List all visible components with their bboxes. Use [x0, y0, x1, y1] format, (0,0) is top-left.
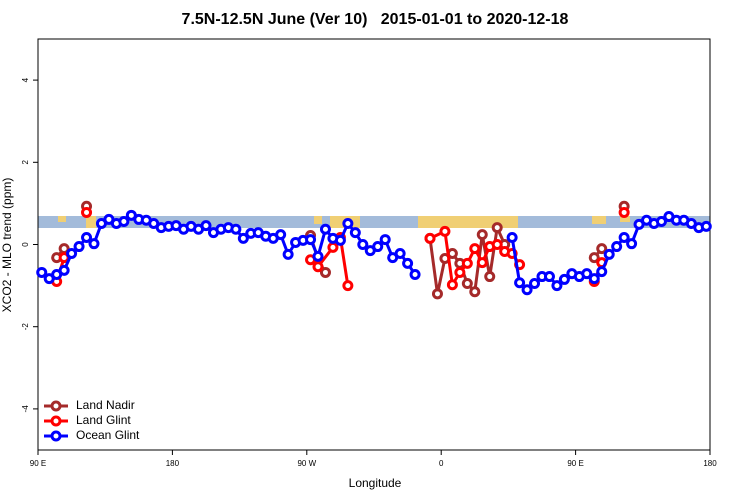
x-tick-label: 90 W	[297, 459, 316, 468]
data-point	[305, 234, 317, 246]
x-tick-label: 180	[166, 459, 180, 468]
data-point	[700, 220, 712, 232]
data-point	[506, 232, 518, 244]
data-point	[484, 271, 496, 283]
data-point	[618, 232, 630, 244]
legend-marker	[50, 430, 62, 442]
data-point	[357, 239, 369, 250]
data-point	[626, 238, 638, 250]
data-point	[551, 280, 563, 292]
data-point	[588, 273, 600, 285]
legend-marker	[50, 400, 62, 412]
chart-title: 7.5N-12.5N June (Ver 10) 2015-01-01 to 2…	[182, 11, 569, 28]
data-point	[618, 206, 630, 218]
y-axis-label: XCO2 - MLO trend (ppm)	[0, 178, 14, 313]
data-point	[543, 271, 555, 283]
data-point	[342, 218, 354, 230]
data-point	[282, 248, 294, 260]
data-point	[88, 238, 100, 250]
x-tick-label: 0	[439, 459, 444, 468]
x-axis-label: Longitude	[349, 476, 402, 490]
data-point	[402, 257, 414, 269]
data-point	[439, 225, 451, 237]
data-point	[476, 257, 488, 269]
x-tick-label: 180	[703, 459, 717, 468]
data-point	[529, 278, 541, 290]
x-tick-label: 90 E	[567, 459, 583, 468]
y-tick-label: 4	[21, 77, 30, 82]
data-point	[73, 241, 85, 253]
data-point	[596, 266, 608, 278]
data-point	[603, 248, 615, 260]
data-point	[469, 243, 481, 255]
data-point	[81, 206, 93, 218]
data-point	[200, 220, 212, 232]
data-point	[558, 273, 570, 285]
data-point	[581, 268, 593, 280]
data-point	[312, 250, 324, 262]
legend-label: Ocean Glint	[76, 428, 140, 442]
data-point	[230, 223, 242, 235]
data-point	[58, 264, 70, 276]
data-point	[424, 232, 436, 244]
data-point	[372, 241, 384, 253]
data-point	[379, 234, 391, 246]
data-point	[446, 279, 458, 291]
data-point	[118, 215, 130, 227]
data-point	[312, 261, 324, 273]
data-point	[342, 280, 354, 292]
data-point	[319, 266, 331, 278]
data-point	[394, 248, 406, 260]
y-tick-label: -4	[21, 405, 30, 413]
data-point	[454, 266, 466, 278]
data-point	[237, 232, 249, 244]
data-point	[349, 227, 361, 239]
data-point	[514, 277, 526, 289]
data-point	[611, 241, 623, 253]
data-point	[596, 243, 608, 255]
data-point	[461, 257, 473, 269]
data-point	[655, 215, 667, 227]
data-point	[327, 241, 339, 253]
data-point	[81, 232, 93, 244]
y-tick-label: 2	[21, 160, 30, 165]
data-point	[491, 222, 503, 234]
data-point	[469, 286, 481, 298]
data-point	[409, 269, 421, 281]
data-point	[66, 248, 78, 260]
y-tick-label: -2	[21, 323, 30, 331]
data-point	[521, 284, 533, 296]
legend-label: Land Nadir	[76, 398, 135, 412]
data-point	[588, 252, 600, 264]
y-tick-label: 0	[21, 242, 30, 247]
data-point	[431, 288, 443, 300]
data-point	[319, 223, 331, 235]
data-point	[476, 229, 488, 241]
data-point	[461, 278, 473, 290]
data-point	[491, 239, 503, 250]
data-point	[334, 234, 346, 246]
legend-marker	[50, 415, 62, 427]
data-point	[275, 229, 287, 241]
x-tick-label: 90 E	[30, 459, 46, 468]
legend-label: Land Glint	[76, 413, 131, 427]
data-point	[36, 266, 48, 278]
